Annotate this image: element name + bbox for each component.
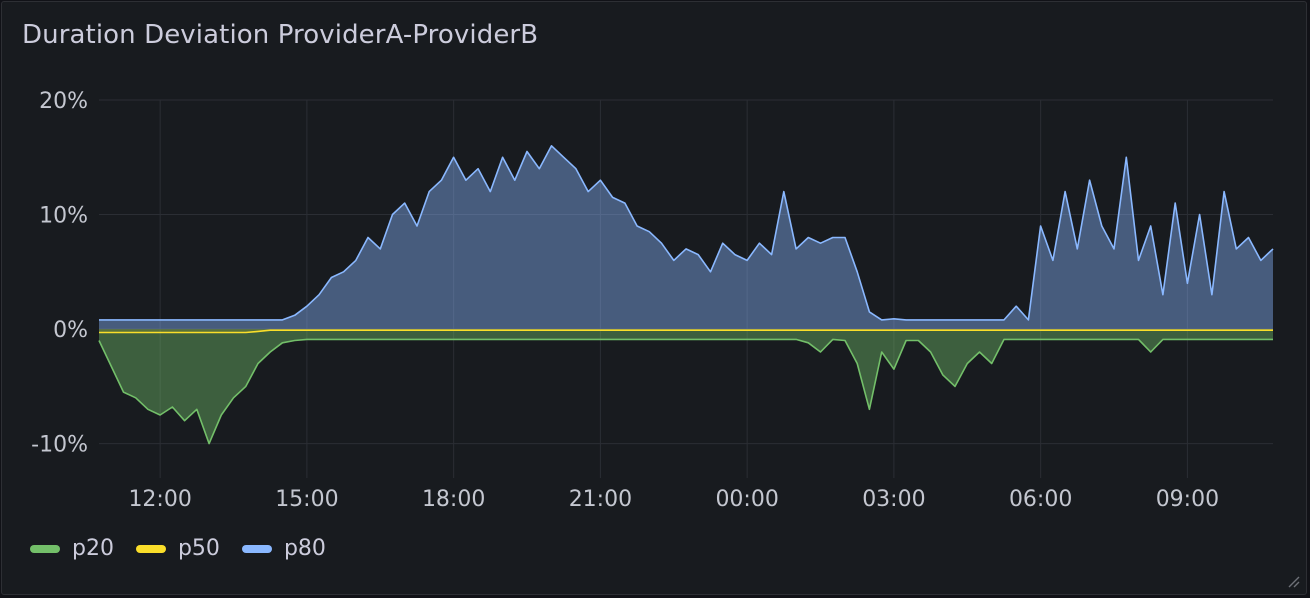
legend-swatch-p20 <box>30 544 60 553</box>
x-tick-label-5: 03:00 <box>862 487 925 512</box>
y-axis-ticks: 20% 10% 0% -10% <box>31 89 88 458</box>
x-tick-label-4: 00:00 <box>715 487 778 512</box>
series-areas <box>99 145 1273 444</box>
legend-item-p50[interactable]: p50 <box>135 536 220 561</box>
legend-item-p20[interactable]: p20 <box>30 536 114 561</box>
x-tick-label-6: 06:00 <box>1009 487 1072 512</box>
series-lines <box>98 145 1274 445</box>
x-tick-label-1: 15:00 <box>275 487 338 512</box>
series-area-p20 <box>99 329 1273 444</box>
series-line-p50 <box>99 329 1273 334</box>
panel-title: Duration Deviation ProviderA-ProviderB <box>22 20 539 50</box>
legend-label-p50: p50 <box>177 536 220 561</box>
series-area-p80 <box>99 145 1273 330</box>
legend: p20 p50 p80 <box>30 536 326 561</box>
series-line-p80 <box>99 145 1274 321</box>
y-tick-label-0: 20% <box>39 89 88 114</box>
legend-swatch-p80 <box>241 544 272 553</box>
y-tick-label-1: 10% <box>39 204 88 229</box>
legend-label-p80: p80 <box>283 536 326 561</box>
x-tick-label-3: 21:00 <box>569 487 632 512</box>
legend-label-p20: p20 <box>72 536 114 561</box>
series-line-p20 <box>98 338 1273 445</box>
x-tick-label-2: 18:00 <box>422 487 485 512</box>
x-tick-label-7: 09:00 <box>1156 487 1219 512</box>
y-tick-label-2: 0% <box>53 318 88 343</box>
x-axis-ticks: 12:00 15:00 18:00 21:00 00:00 03:00 06:00 09:00 <box>128 487 1219 512</box>
y-tick-label-3: -10% <box>31 433 88 458</box>
grid-lines <box>99 99 1273 478</box>
legend-swatch-p50 <box>135 544 166 553</box>
x-tick-label-0: 12:00 <box>128 487 191 512</box>
resize-handle-icon[interactable] <box>1286 574 1300 588</box>
legend-item-p80[interactable]: p80 <box>241 536 326 561</box>
